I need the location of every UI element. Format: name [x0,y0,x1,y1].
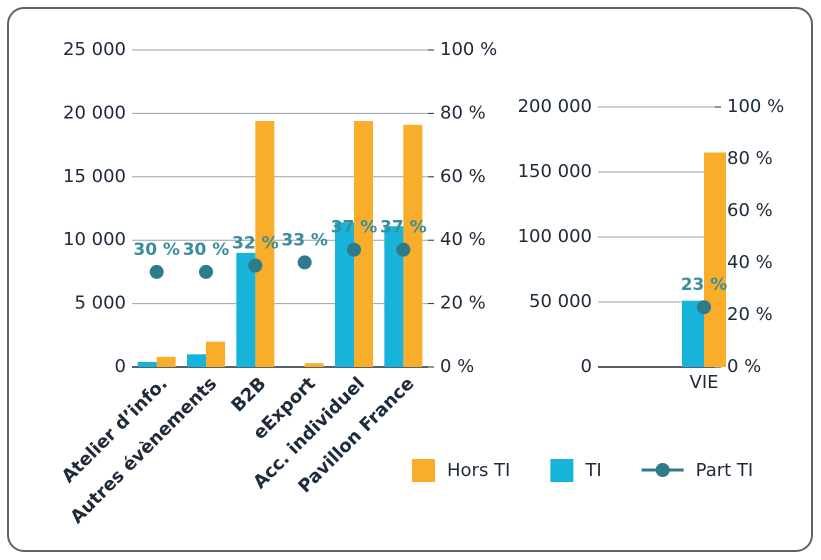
bar [255,121,275,368]
bar [304,363,324,367]
bar [137,361,157,367]
bar [206,341,225,367]
y-tick-label: 15 000 [63,166,126,187]
legend-label: Part TI [696,460,754,481]
y-tick-label: 100 000 [518,226,592,247]
y-tick-label: 10 000 [63,229,126,250]
bar [187,354,206,367]
y2-tick-label: 60 % [440,166,486,187]
bar [354,121,373,368]
legend-swatch [550,459,574,482]
legend-label: TI [584,460,601,481]
point [697,300,711,315]
y2-tick-label: 0 % [727,356,761,377]
point [199,264,213,279]
legend-dot [655,463,670,477]
data-label: 33 % [281,230,328,250]
x-tick-label: VIE [690,372,719,393]
point [149,264,164,279]
data-label: 37 % [331,218,378,238]
data-label: 37 % [380,218,427,238]
y2-tick-label: 40 % [440,229,486,250]
point [347,242,361,257]
bar [403,124,423,367]
point [297,255,312,270]
bar [682,300,704,367]
bar [384,226,404,367]
data-label: 30 % [183,240,230,260]
legend-label: Hors TI [447,460,510,481]
point [396,242,411,257]
y2-tick-label: 60 % [727,200,773,221]
y-tick-label: 0 [115,356,126,377]
y2-tick-label: 20 % [440,293,486,314]
y2-tick-label: 20 % [727,304,773,325]
bar [335,222,354,367]
y-tick-label: 200 000 [518,96,592,117]
data-label: 23 % [681,275,728,295]
y2-tick-label: 0 % [440,356,474,377]
legend-swatch [412,459,435,482]
bar [704,152,726,367]
data-label: 32 % [232,234,279,254]
y-tick-label: 150 000 [518,161,592,182]
y2-tick-label: 100 % [440,39,497,60]
y2-tick-label: 80 % [440,102,486,123]
y-tick-label: 25 000 [63,39,126,60]
bar [236,252,256,367]
y2-tick-label: 40 % [727,252,773,273]
y2-tick-label: 80 % [727,148,773,169]
y2-tick-label: 100 % [727,96,784,117]
y-tick-label: 5 000 [74,293,126,314]
y-tick-label: 50 000 [529,291,592,312]
bar [156,356,176,367]
y-tick-label: 0 [581,356,592,377]
point [248,258,263,273]
y-tick-label: 20 000 [63,102,126,123]
data-label: 30 % [133,240,180,260]
